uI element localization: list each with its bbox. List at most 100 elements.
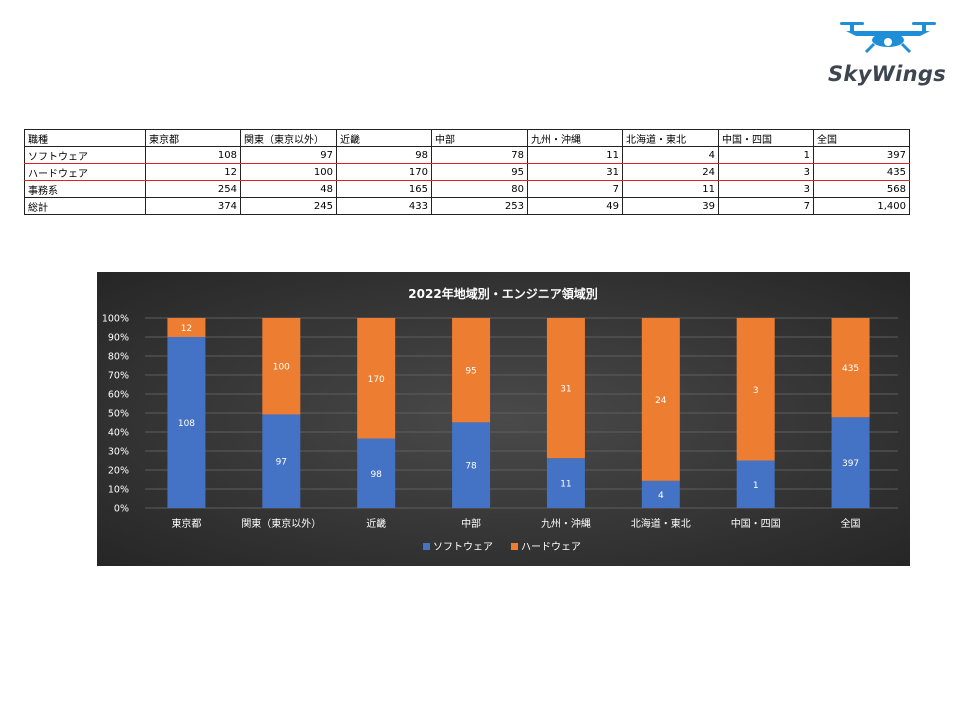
x-tick-label: 九州・沖縄 bbox=[541, 517, 591, 530]
y-tick-label: 100% bbox=[102, 314, 129, 325]
legend-label: ソフトウェア bbox=[433, 541, 493, 553]
data-label: 397 bbox=[842, 459, 859, 469]
x-tick-label: 全国 bbox=[841, 517, 861, 530]
bar-segment bbox=[736, 460, 775, 508]
bar-segment bbox=[167, 318, 206, 337]
table-cell: 4 bbox=[622, 146, 719, 164]
bar-segment bbox=[641, 480, 680, 508]
table-cell: 78 bbox=[431, 146, 528, 164]
bar-segment bbox=[546, 458, 585, 508]
bar-segment bbox=[641, 318, 680, 481]
legend-swatch bbox=[511, 543, 518, 550]
legend-label: ハードウェア bbox=[521, 541, 581, 553]
table-cell: 80 bbox=[431, 180, 528, 198]
logo-text: SkyWings bbox=[828, 62, 947, 86]
data-label: 1 bbox=[753, 481, 759, 491]
engineer-data-table: 職種 東京都 関東（東京以外） 近畿 中部 九州・沖縄 北海道・東北 中国・四国… bbox=[24, 129, 910, 215]
table-cell: 254 bbox=[145, 180, 241, 198]
bar-segment bbox=[736, 318, 775, 461]
chart-background bbox=[97, 272, 910, 566]
row-label: 総計 bbox=[24, 197, 146, 215]
y-tick-label: 60% bbox=[108, 390, 129, 401]
x-tick-label: 東京都 bbox=[171, 517, 201, 530]
bar-segment bbox=[357, 318, 396, 439]
bar-segment bbox=[262, 414, 301, 508]
x-tick-label: 北海道・東北 bbox=[631, 517, 691, 530]
table-cell: 97 bbox=[240, 146, 337, 164]
table-cell: 253 bbox=[431, 197, 528, 215]
table-cell: 170 bbox=[336, 163, 432, 181]
y-tick-label: 20% bbox=[108, 466, 129, 477]
data-label: 97 bbox=[276, 458, 287, 468]
bar-segment bbox=[546, 318, 585, 459]
row-label: 事務系 bbox=[24, 180, 146, 198]
table-cell: 11 bbox=[622, 180, 719, 198]
y-tick-label: 70% bbox=[108, 371, 129, 382]
x-tick-label: 近畿 bbox=[366, 517, 386, 530]
table-row: ハードウェア 12 100 170 95 31 24 3 435 bbox=[24, 163, 910, 181]
table-cell: 7 bbox=[718, 197, 814, 215]
header-cell: 中国・四国 bbox=[718, 129, 814, 147]
header-cell: 職種 bbox=[24, 129, 146, 147]
table-cell: 11 bbox=[527, 146, 623, 164]
table-cell: 3 bbox=[718, 180, 814, 198]
table-cell: 95 bbox=[431, 163, 528, 181]
header-cell: 関東（東京以外） bbox=[240, 129, 337, 147]
table-row: 事務系 254 48 165 80 7 11 3 568 bbox=[24, 180, 910, 198]
table-cell: 108 bbox=[145, 146, 241, 164]
table-cell: 568 bbox=[813, 180, 910, 198]
table-cell: 165 bbox=[336, 180, 432, 198]
header-cell: 北海道・東北 bbox=[622, 129, 719, 147]
table-cell: 39 bbox=[622, 197, 719, 215]
row-label: ソフトウェア bbox=[24, 146, 146, 164]
header-cell: 中部 bbox=[431, 129, 528, 147]
stacked-bar-chart: 2022年地域別・エンジニア領域別 0% 10% 20% 30% 40% 50% 60% 70… bbox=[97, 272, 910, 566]
table-cell: 100 bbox=[240, 163, 337, 181]
x-tick-label: 関東（東京以外） bbox=[241, 517, 321, 530]
bar-segment bbox=[167, 337, 206, 508]
data-label: 435 bbox=[842, 364, 859, 374]
table-cell: 24 bbox=[622, 163, 719, 181]
data-label: 108 bbox=[178, 419, 195, 429]
row-label: ハードウェア bbox=[24, 163, 146, 181]
header-cell: 近畿 bbox=[336, 129, 432, 147]
table-header-row: 職種 東京都 関東（東京以外） 近畿 中部 九州・沖縄 北海道・東北 中国・四国… bbox=[24, 129, 910, 147]
table-cell: 31 bbox=[527, 163, 623, 181]
data-label: 24 bbox=[655, 396, 667, 406]
x-tick-label: 中国・四国 bbox=[731, 517, 781, 530]
table-cell: 1,400 bbox=[813, 197, 910, 215]
header-cell: 九州・沖縄 bbox=[527, 129, 623, 147]
bar-segment bbox=[452, 422, 491, 508]
header-cell: 全国 bbox=[813, 129, 910, 147]
table-cell: 435 bbox=[813, 163, 910, 181]
y-tick-label: 50% bbox=[108, 409, 129, 420]
chart-title: 2022年地域別・エンジニア領域別 bbox=[408, 286, 597, 301]
table-cell: 12 bbox=[145, 163, 241, 181]
y-tick-label: 40% bbox=[108, 428, 129, 439]
table-cell: 48 bbox=[240, 180, 337, 198]
data-label: 31 bbox=[560, 385, 571, 395]
x-tick-label: 中部 bbox=[461, 517, 481, 530]
bar-segment bbox=[831, 417, 870, 508]
data-label: 170 bbox=[368, 375, 385, 385]
table-cell: 397 bbox=[813, 146, 910, 164]
data-label: 98 bbox=[370, 470, 382, 480]
bar-segment bbox=[831, 318, 870, 418]
header-cell: 東京都 bbox=[145, 129, 241, 147]
data-label: 3 bbox=[753, 386, 759, 396]
table-cell: 3 bbox=[718, 163, 814, 181]
legend-swatch bbox=[423, 543, 430, 550]
bar-segment bbox=[262, 318, 301, 415]
skywings-logo: SkyWings bbox=[828, 18, 948, 98]
y-tick-label: 0% bbox=[114, 504, 129, 515]
data-label: 11 bbox=[560, 480, 571, 490]
bar-segment bbox=[357, 438, 396, 508]
data-label: 78 bbox=[465, 462, 477, 472]
table-row: 総計 374 245 433 253 49 39 7 1,400 bbox=[24, 197, 910, 215]
bar-segment bbox=[452, 318, 491, 423]
data-label: 95 bbox=[465, 367, 476, 377]
drone-icon bbox=[840, 22, 936, 54]
data-label: 100 bbox=[273, 363, 290, 373]
y-tick-label: 10% bbox=[108, 485, 129, 496]
data-label: 4 bbox=[658, 491, 664, 501]
